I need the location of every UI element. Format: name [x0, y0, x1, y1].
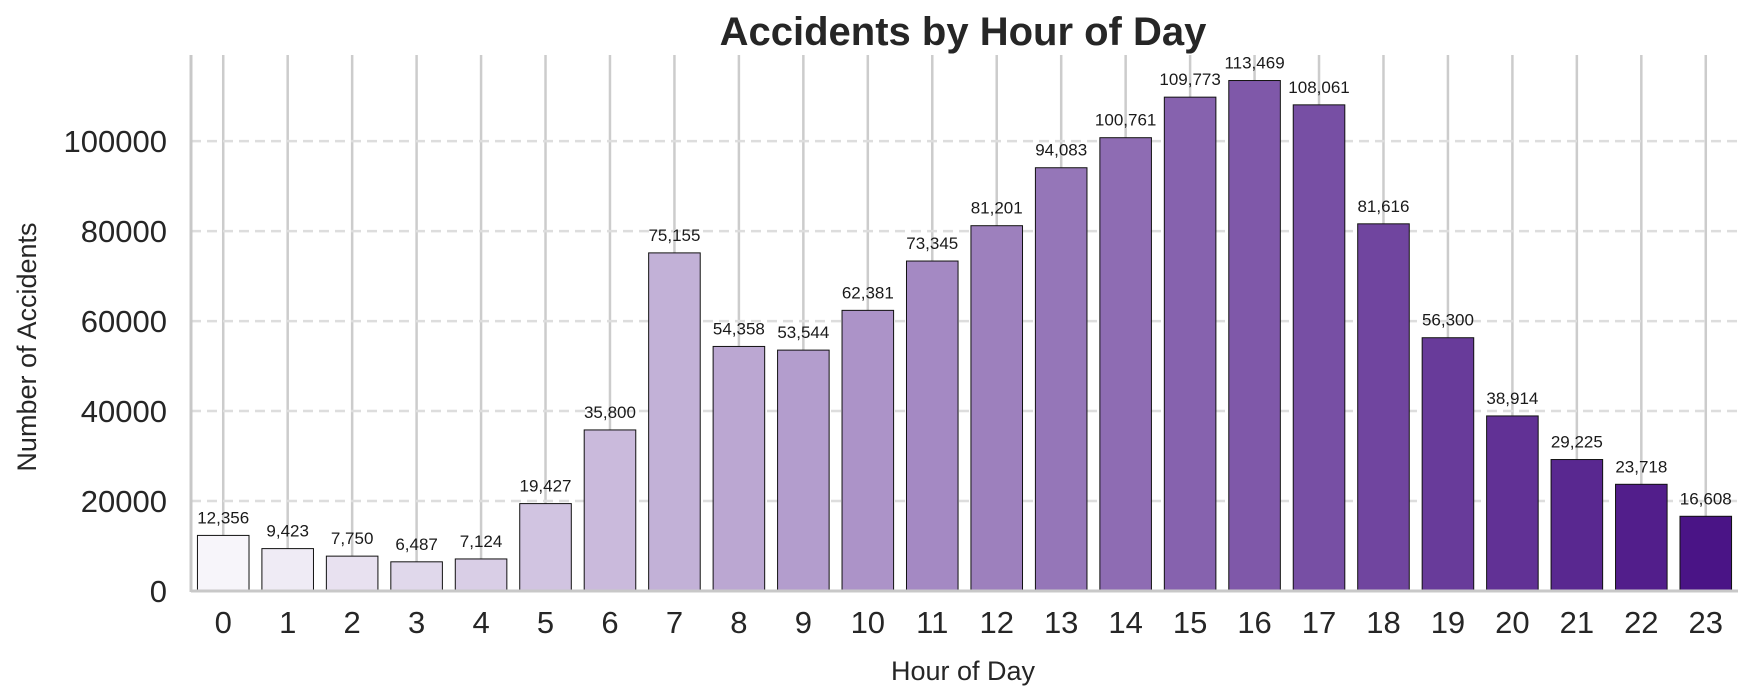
x-tick-label: 3 [408, 605, 425, 640]
data-label-hour-19: 56,300 [1422, 311, 1474, 330]
bar-hour-16 [1228, 80, 1281, 592]
bar-hour-4 [454, 558, 508, 592]
bar-hour-10 [841, 309, 895, 592]
y-axis-label: Number of Accidents [12, 222, 42, 471]
y-tick-label: 40000 [81, 394, 167, 429]
data-label-hour-18: 81,616 [1357, 197, 1409, 216]
y-tick-label: 20000 [81, 484, 167, 519]
x-tick-label: 22 [1624, 605, 1658, 640]
chart-title: Accidents by Hour of Day [720, 10, 1208, 54]
data-label-hour-9: 53,544 [777, 323, 829, 342]
bar-hour-11 [905, 260, 959, 592]
bar-hour-3 [390, 561, 443, 592]
bar-hour-2 [325, 555, 379, 592]
x-tick-label: 13 [1044, 605, 1078, 640]
x-tick-label: 17 [1302, 605, 1336, 640]
bar-hour-19 [1421, 337, 1475, 592]
x-axis-label: Hour of Day [891, 656, 1036, 686]
data-label-hour-14: 100,761 [1095, 111, 1156, 130]
x-tick-label: 16 [1237, 605, 1271, 640]
x-tick-label: 23 [1689, 605, 1723, 640]
data-label-hour-11: 73,345 [906, 234, 958, 253]
x-tick-label: 14 [1108, 605, 1142, 640]
bar-hour-15 [1163, 96, 1217, 592]
data-label-hour-15: 109,773 [1159, 70, 1220, 89]
data-label-hour-23: 16,608 [1680, 489, 1732, 508]
data-label-hour-3: 6,487 [395, 535, 438, 554]
bar-hour-23 [1679, 515, 1733, 592]
bar-hour-17 [1292, 104, 1346, 592]
data-label-hour-7: 75,155 [648, 226, 700, 245]
x-tick-label: 0 [215, 605, 232, 640]
x-tick-label: 4 [472, 605, 489, 640]
x-tick-label: 11 [916, 605, 948, 640]
bar-hour-1 [261, 548, 314, 592]
data-label-hour-8: 54,358 [713, 319, 765, 338]
bar-hour-12 [970, 225, 1024, 592]
data-label-hour-1: 9,423 [266, 522, 309, 541]
bar-hour-6 [583, 429, 637, 592]
x-tick-label: 15 [1173, 605, 1207, 640]
data-label-hour-0: 12,356 [197, 508, 249, 527]
bar-hour-0 [196, 534, 250, 592]
bar-hour-14 [1099, 137, 1152, 592]
data-label-hour-16: 113,469 [1224, 54, 1284, 73]
x-tick-label: 21 [1560, 605, 1594, 640]
bar-hour-7 [648, 252, 701, 592]
x-tick-label: 7 [666, 605, 683, 640]
bar-hour-21 [1550, 459, 1604, 592]
x-tick-label: 12 [979, 605, 1013, 640]
data-label-hour-10: 62,381 [842, 283, 894, 302]
x-tick-label: 5 [537, 605, 554, 640]
bar-hour-18 [1357, 223, 1410, 592]
y-tick-label: 60000 [81, 304, 167, 339]
bar-hour-5 [519, 503, 572, 592]
data-label-hour-20: 38,914 [1486, 389, 1538, 408]
axes [189, 55, 1738, 593]
data-label-hour-12: 81,201 [971, 199, 1023, 218]
y-tick-label: 80000 [81, 214, 167, 249]
x-tick-label: 20 [1495, 605, 1529, 640]
bar-hour-8 [712, 345, 766, 592]
x-tick-label: 19 [1431, 605, 1465, 640]
x-tick-label: 1 [279, 605, 296, 640]
bar-hour-22 [1615, 483, 1668, 592]
data-label-hour-21: 29,225 [1551, 433, 1603, 452]
bar-hour-20 [1486, 415, 1539, 592]
data-label-hour-2: 7,750 [331, 529, 374, 548]
x-tick-label: 18 [1366, 605, 1400, 640]
bars [196, 80, 1733, 592]
x-tick-label: 6 [601, 605, 618, 640]
data-label-hour-5: 19,427 [520, 477, 572, 496]
bar-hour-9 [777, 349, 830, 592]
y-tick-label: 100000 [64, 124, 167, 159]
x-tick-label: 8 [730, 605, 747, 640]
data-label-hour-22: 23,718 [1615, 457, 1667, 476]
data-label-hour-17: 108,061 [1288, 78, 1349, 97]
data-labels: 12,356 9,423 7,750 6,487 7,124 19,427 35,800 75… [197, 54, 1732, 554]
x-tick-label: 10 [851, 605, 885, 640]
data-label-hour-13: 94,083 [1035, 141, 1087, 160]
data-label-hour-4: 7,124 [460, 532, 503, 551]
data-label-hour-6: 35,800 [584, 403, 636, 422]
x-tick-label: 9 [795, 605, 812, 640]
x-tick-label: 2 [344, 605, 361, 640]
bar-hour-13 [1034, 167, 1088, 592]
y-tick-label: 0 [150, 574, 167, 609]
